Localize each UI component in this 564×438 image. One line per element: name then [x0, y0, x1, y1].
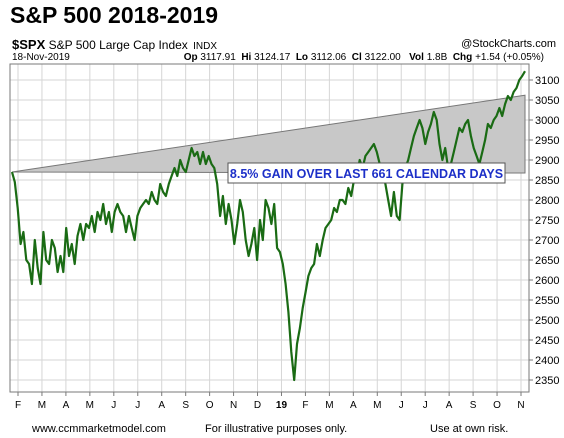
y-tick-label: 2750 — [535, 215, 559, 227]
footer-website: www.ccmmarketmodel.com — [32, 423, 166, 435]
y-tick-label: 3100 — [535, 75, 559, 87]
high-label: Hi — [241, 52, 252, 63]
quote-values: Op 3117.91 Hi 3124.17 Lo 3112.06 Cl 3122… — [184, 52, 544, 63]
x-tick-label: J — [135, 400, 140, 411]
footer-risk: Use at own risk. — [430, 423, 509, 435]
x-tick-label: N — [230, 400, 237, 411]
y-tick-label: 2400 — [535, 355, 559, 367]
y-tick-label: 2450 — [535, 335, 559, 347]
open-value: 3117.91 — [200, 52, 236, 63]
x-tick-label: M — [86, 400, 94, 411]
low-label: Lo — [295, 52, 309, 63]
low-value: 3112.06 — [310, 52, 347, 63]
change-label: Chg — [452, 52, 473, 63]
chart-title: S&P 500 2018-2019 — [10, 2, 219, 28]
x-tick-label: A — [446, 400, 453, 411]
y-tick-label: 3050 — [535, 95, 559, 107]
x-tick-label: M — [38, 400, 46, 411]
x-tick-label: S — [470, 400, 477, 411]
y-tick-label: 2900 — [535, 155, 559, 167]
close-value: 3122.00 — [364, 52, 401, 63]
change-value: +1.54 (+0.05%) — [475, 52, 544, 63]
y-tick-label: 2600 — [535, 275, 559, 287]
x-tick-label: D — [254, 400, 261, 411]
y-tick-label: 2500 — [535, 315, 559, 327]
x-tick-label: J — [423, 400, 428, 411]
x-tick-label: A — [158, 400, 165, 411]
ticker-symbol: $SPX — [12, 37, 46, 52]
y-tick-label: 2700 — [535, 235, 559, 247]
footer-disclaimer: For illustrative purposes only. — [205, 423, 348, 435]
x-tick-label: 19 — [276, 400, 288, 411]
annotation-box — [227, 162, 506, 184]
x-tick-label: O — [493, 400, 501, 411]
close-label: Cl — [351, 52, 362, 63]
price-line — [10, 70, 526, 382]
x-tick-label: N — [517, 400, 524, 411]
volume-label: Vol — [409, 52, 424, 63]
y-tick-label: 2350 — [535, 375, 559, 387]
index-type: INDX — [193, 41, 218, 52]
x-tick-label: J — [399, 400, 404, 411]
x-tick-label: S — [182, 400, 189, 411]
x-tick-label: A — [63, 400, 70, 411]
y-tick-label: 2950 — [535, 135, 559, 147]
symbol-row: $SPX S&P 500 Large Cap Index INDX — [12, 37, 217, 52]
x-tick-label: M — [373, 400, 381, 411]
plot-frame — [9, 63, 530, 393]
x-tick-label: A — [350, 400, 357, 411]
x-tick-label: F — [15, 400, 21, 411]
x-tick-label: O — [206, 400, 214, 411]
volume-value: 1.8B — [426, 52, 448, 63]
open-label: Op — [183, 52, 198, 63]
y-tick-label: 2650 — [535, 255, 559, 267]
x-tick-label: F — [302, 400, 308, 411]
x-tick-label: J — [111, 400, 116, 411]
index-name: S&P 500 Large Cap Index — [48, 38, 188, 52]
quote-date: 18-Nov-2019 — [12, 52, 70, 63]
high-value: 3124.17 — [254, 52, 291, 63]
y-tick-label: 2850 — [535, 175, 559, 187]
y-tick-label: 2550 — [535, 295, 559, 307]
brand-label: @StockCharts.com — [461, 38, 556, 50]
annotation-text: 8.5% GAIN OVER LAST 661 CALENDAR DAYS — [230, 167, 503, 181]
y-tick-label: 3000 — [535, 115, 559, 127]
y-tick-label: 2800 — [535, 195, 559, 207]
x-tick-label: M — [325, 400, 333, 411]
